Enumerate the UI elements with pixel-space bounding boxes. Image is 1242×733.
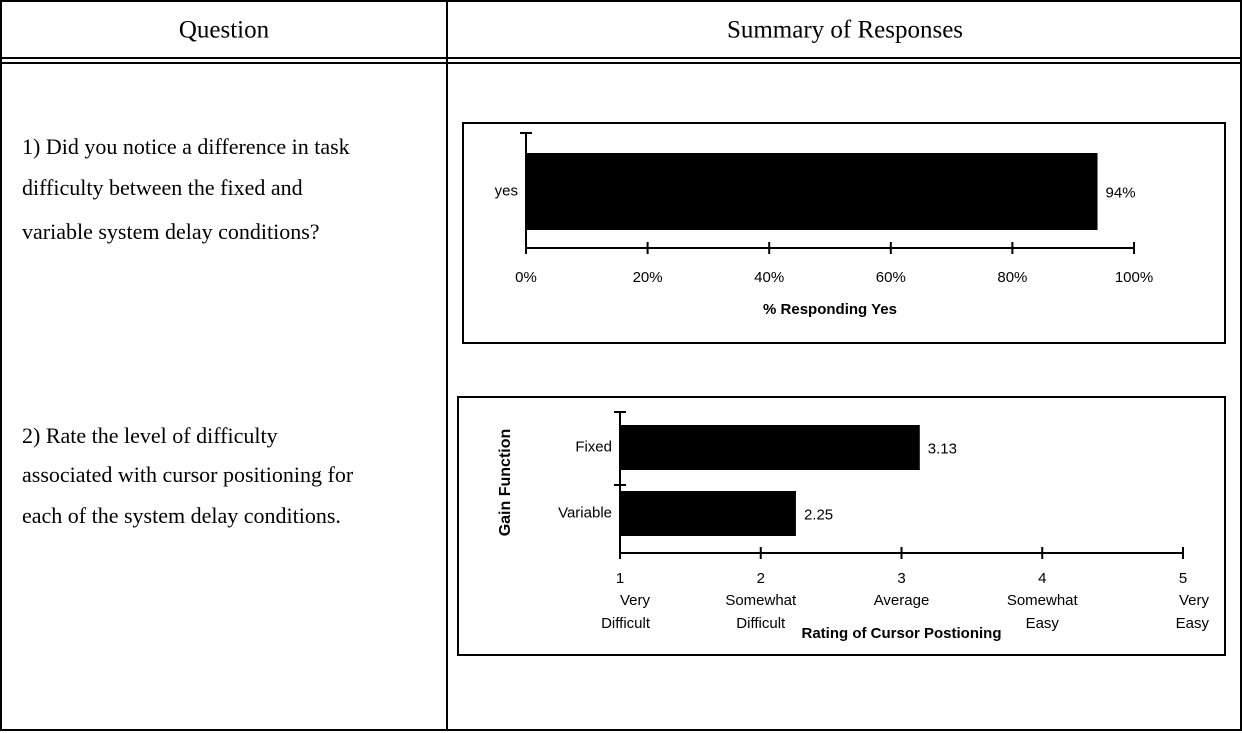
header-cell: Summary of Responses [727, 17, 963, 44]
x-tick-label: 20% [633, 269, 663, 286]
value-label: 94% [1106, 184, 1136, 201]
x-tick-description: Somewhat [725, 592, 797, 609]
x-tick-label: 100% [1115, 269, 1153, 286]
category-label: Variable [558, 504, 612, 521]
x-tick-label: 40% [754, 269, 784, 286]
bar [526, 153, 1098, 230]
x-tick-label: 5 [1179, 570, 1187, 587]
value-label: 2.25 [804, 506, 833, 523]
question-text: difficulty between the fixed and [22, 175, 303, 200]
category-label: yes [495, 182, 518, 199]
x-tick-description: Easy [1176, 615, 1210, 632]
y-axis-label: Gain Function [497, 429, 514, 537]
x-tick-description: Average [874, 592, 930, 609]
x-tick-description: Very [1179, 592, 1210, 609]
question-text: associated with cursor positioning for [22, 462, 354, 487]
x-axis-label: Rating of Cursor Postioning [802, 625, 1002, 642]
x-tick-description: Easy [1026, 615, 1060, 632]
x-axis-label: % Responding Yes [763, 301, 897, 318]
x-tick-label: 2 [757, 570, 765, 587]
category-label: Fixed [575, 438, 612, 455]
x-tick-label: 3 [897, 570, 905, 587]
x-tick-label: 80% [997, 269, 1027, 286]
chart-frame [462, 122, 1226, 344]
header-cell: Question [179, 17, 270, 44]
bar [620, 425, 920, 470]
x-tick-label: 1 [616, 570, 624, 587]
question-text: each of the system delay conditions. [22, 503, 341, 528]
x-tick-label: 0% [515, 269, 537, 286]
x-tick-description: Difficult [736, 615, 786, 632]
question-text: variable system delay conditions? [22, 219, 320, 244]
bar [620, 491, 796, 536]
x-tick-description: Very [620, 592, 651, 609]
x-tick-label: 4 [1038, 570, 1046, 587]
x-tick-description: Difficult [601, 615, 651, 632]
x-tick-label: 60% [876, 269, 906, 286]
x-tick-description: Somewhat [1007, 592, 1079, 609]
chart-frame [457, 396, 1226, 656]
value-label: 3.13 [928, 440, 957, 457]
question-text: 2) Rate the level of difficulty [22, 423, 278, 448]
question-text: 1) Did you notice a difference in task [22, 134, 350, 159]
